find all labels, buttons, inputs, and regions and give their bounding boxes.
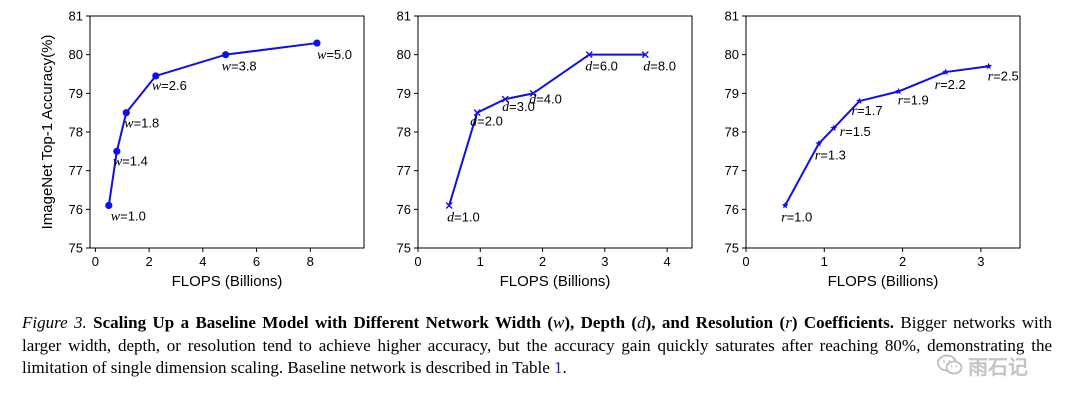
data-point-marker bbox=[641, 51, 649, 59]
data-point-label: w=1.8 bbox=[124, 116, 159, 132]
data-point-label: r=2.5 bbox=[988, 68, 1019, 84]
data-point-marker bbox=[113, 147, 121, 155]
data-point-marker bbox=[830, 124, 838, 132]
y-tick-label: 79 bbox=[69, 86, 83, 101]
data-point-label: w=1.0 bbox=[111, 208, 146, 224]
y-tick-label: 80 bbox=[69, 47, 83, 62]
y-tick-label: 79 bbox=[397, 86, 411, 101]
table-reference-link[interactable]: 1 bbox=[554, 358, 563, 377]
figure-3-charts: 75 76 77 78 79 80 81 0 2 4 6 8 FLOPS (Billions) Image… bbox=[39, 9, 1021, 290]
x-tick-label: 0 bbox=[92, 254, 99, 269]
chart-panel-2: 75 76 77 78 79 80 81 0 1 2 3 4 FLOPS (Billions) d=1.0… bbox=[397, 9, 693, 290]
data-point-label: r=1.0 bbox=[781, 209, 812, 225]
caption-body: Bigger networks with larger width, depth… bbox=[22, 313, 1053, 377]
data-point-marker bbox=[473, 109, 481, 117]
data-point-label: d=4.0 bbox=[529, 91, 562, 107]
y-tick-label: 80 bbox=[725, 47, 739, 62]
x-tick-label: 1 bbox=[821, 254, 828, 269]
watermark-text: 雨石记 bbox=[968, 354, 1028, 379]
y-tick-label: 80 bbox=[397, 47, 411, 62]
x-tick-label: 2 bbox=[539, 254, 546, 269]
caption-title-part-4: ) Coefficients. bbox=[791, 313, 895, 332]
series-line bbox=[448, 53, 646, 206]
y-tick-label: 77 bbox=[69, 163, 83, 178]
y-axis-label: ImageNet Top-1 Accuracy(%) bbox=[39, 35, 56, 230]
series-line bbox=[107, 42, 318, 206]
x-tick-label: 4 bbox=[663, 254, 670, 269]
data-point-label: r=1.7 bbox=[852, 103, 883, 119]
data-point-marker bbox=[856, 97, 863, 104]
x-tick-label: 2 bbox=[145, 254, 152, 269]
data-point-label: r=1.9 bbox=[898, 92, 929, 108]
data-point-label: w=3.8 bbox=[222, 59, 257, 75]
x-axis-label: FLOPS (Billions) bbox=[172, 273, 283, 290]
watermark: 雨石记 bbox=[937, 351, 1028, 379]
data-point-label: w=2.6 bbox=[152, 78, 187, 94]
x-tick-label: 0 bbox=[742, 254, 749, 269]
y-tick-label: 77 bbox=[397, 163, 411, 178]
y-tick-label: 81 bbox=[725, 9, 739, 24]
caption-title-part-3: ), and Resolution ( bbox=[645, 313, 786, 332]
x-tick-label: 1 bbox=[477, 254, 484, 269]
x-tick-label: 0 bbox=[414, 254, 421, 269]
data-point-marker bbox=[122, 109, 130, 117]
x-tick-label: 3 bbox=[977, 254, 984, 269]
data-point-marker bbox=[529, 89, 537, 97]
data-point-label: r=2.2 bbox=[935, 77, 966, 93]
data-point-label: d=2.0 bbox=[470, 114, 503, 130]
chart-panel-3: 75 76 77 78 79 80 81 0 1 2 3 FLOPS (Billions) r=1.0 r… bbox=[725, 9, 1021, 290]
data-point-marker bbox=[895, 87, 903, 95]
y-tick-label: 75 bbox=[69, 241, 83, 256]
y-tick-label: 76 bbox=[69, 202, 83, 217]
data-point-marker bbox=[105, 201, 113, 210]
data-point-marker bbox=[781, 201, 789, 209]
data-point-marker bbox=[815, 140, 823, 147]
y-tick-label: 77 bbox=[725, 163, 739, 178]
data-point-label: r=1.3 bbox=[815, 148, 846, 164]
y-tick-label: 79 bbox=[725, 86, 739, 101]
y-tick-label: 76 bbox=[397, 202, 411, 217]
data-point-label: w=5.0 bbox=[317, 47, 352, 63]
data-point-marker bbox=[501, 95, 509, 103]
y-tick-label: 81 bbox=[69, 9, 83, 24]
y-tick-label: 75 bbox=[397, 241, 411, 256]
figure-label: Figure 3. bbox=[22, 313, 87, 332]
data-point-label: r=1.5 bbox=[840, 124, 871, 140]
y-tick-label: 78 bbox=[69, 125, 83, 140]
caption-end: . bbox=[562, 358, 567, 377]
x-axis-label: FLOPS (Billions) bbox=[828, 273, 939, 290]
caption-title-part-1: Scaling Up a Baseline Model with Differe… bbox=[86, 313, 553, 332]
data-point-marker bbox=[985, 62, 993, 70]
data-point-marker bbox=[942, 68, 950, 75]
y-tick-label: 81 bbox=[397, 9, 411, 24]
data-point-marker bbox=[585, 51, 593, 59]
y-tick-label: 75 bbox=[725, 241, 739, 256]
x-axis-label: FLOPS (Billions) bbox=[500, 273, 611, 290]
data-point-marker bbox=[313, 39, 321, 47]
caption-var-r: r bbox=[785, 313, 792, 332]
y-tick-label: 78 bbox=[725, 125, 739, 140]
x-tick-label: 4 bbox=[199, 254, 206, 269]
x-tick-label: 6 bbox=[253, 254, 260, 269]
data-point-label: d=6.0 bbox=[585, 59, 618, 75]
data-point-marker bbox=[152, 72, 160, 80]
figure-caption: Figure 3. Scaling Up a Baseline Model wi… bbox=[22, 312, 1052, 380]
data-point-marker bbox=[445, 201, 453, 209]
y-tick-label: 76 bbox=[725, 202, 739, 217]
chart-panel-1: 75 76 77 78 79 80 81 0 2 4 6 8 FLOPS (Billions) Image… bbox=[39, 9, 365, 290]
data-point-label: d=8.0 bbox=[643, 59, 676, 75]
data-point-label: w=1.4 bbox=[113, 153, 148, 169]
x-tick-label: 8 bbox=[307, 254, 314, 269]
caption-var-d: d bbox=[637, 313, 646, 332]
data-point-label: d=1.0 bbox=[447, 209, 480, 225]
caption-var-w: w bbox=[552, 313, 565, 332]
y-tick-label: 78 bbox=[397, 125, 411, 140]
data-point-label: d=3.0 bbox=[502, 99, 535, 115]
x-tick-label: 3 bbox=[601, 254, 608, 269]
wechat-icon bbox=[937, 354, 963, 375]
data-point-marker bbox=[222, 51, 230, 59]
caption-title-part-2: ), Depth ( bbox=[564, 313, 638, 332]
x-tick-label: 2 bbox=[899, 254, 906, 269]
